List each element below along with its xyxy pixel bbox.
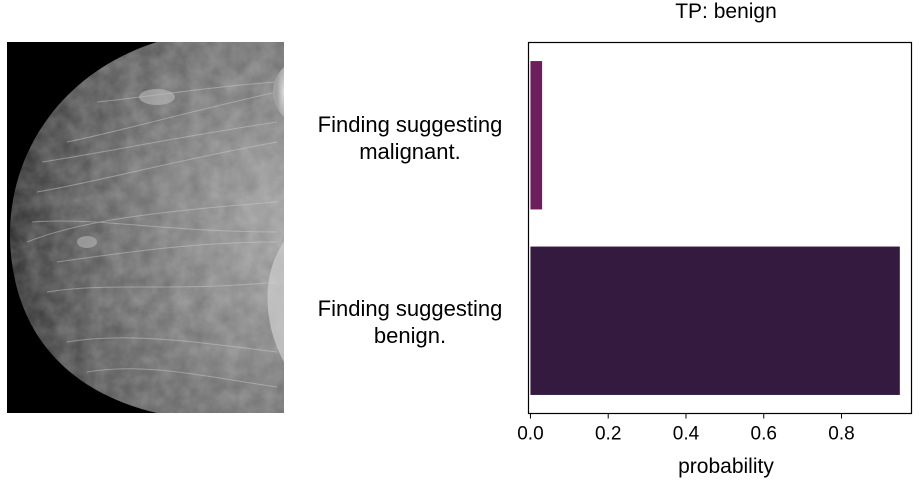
x-tick-label: 0.4 [673, 424, 700, 445]
bar-0 [530, 61, 543, 210]
y-tick-label-line: malignant. [359, 139, 461, 164]
mammogram-image [7, 42, 284, 413]
x-tick-label: 0.2 [595, 424, 621, 445]
breast-edge-bright [272, 67, 284, 117]
chart-title: TP: benign [675, 0, 777, 23]
y-tick-label-line: Finding suggesting [317, 296, 503, 321]
y-tick-label-line: Finding suggesting [317, 112, 503, 137]
x-axis-ticks: 0.0 0.2 0.4 0.6 0.8 [517, 413, 855, 445]
y-tick-label-benign: Finding suggesting benign. [290, 295, 530, 349]
x-axis-label: probability [678, 455, 774, 478]
plot-frame [527, 41, 913, 415]
y-tick-label-malignant: Finding suggesting malignant. [290, 111, 530, 165]
x-tick-label: 0.6 [751, 424, 777, 445]
y-tick-label-line: benign. [373, 323, 447, 348]
bar-group [530, 61, 900, 395]
x-tick-label: 0.8 [828, 424, 854, 445]
x-tick-label: 0.0 [517, 424, 543, 445]
bar-1 [530, 246, 900, 395]
